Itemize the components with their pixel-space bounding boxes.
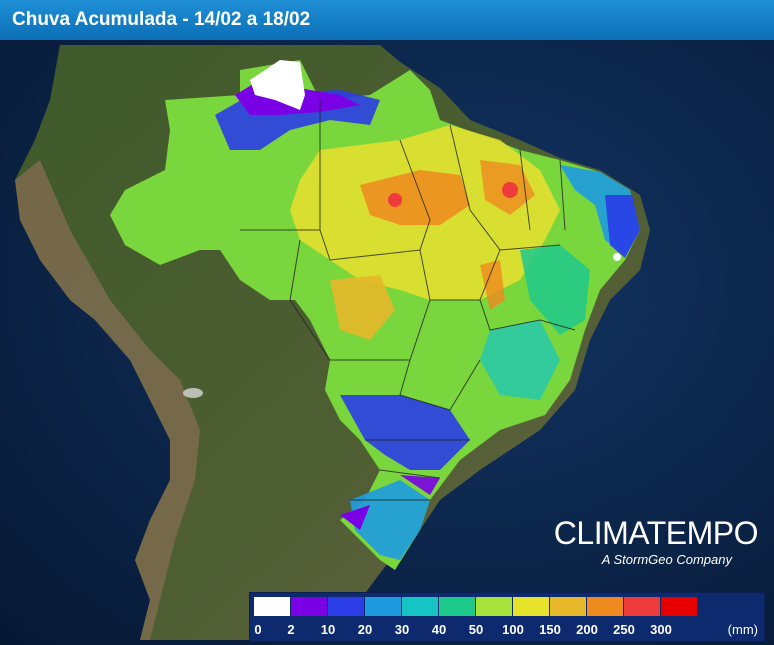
- legend-swatch: [402, 597, 438, 616]
- rain-cyan-east: [520, 245, 590, 335]
- rain-orange-area-3: [480, 260, 505, 310]
- legend-swatch: [254, 597, 290, 616]
- legend-label: 250: [613, 622, 635, 637]
- page-title: Chuva Acumulada - 14/02 a 18/02: [12, 9, 311, 30]
- salt-flat: [183, 388, 203, 398]
- legend-swatch: [291, 597, 327, 616]
- title-bar: Chuva Acumulada - 14/02 a 18/02: [0, 0, 774, 40]
- legend-swatches: [254, 597, 697, 616]
- legend-label: 40: [431, 622, 447, 637]
- rain-orange-area-4: [330, 275, 395, 340]
- legend-swatch: [587, 597, 623, 616]
- legend-swatch: [365, 597, 401, 616]
- rain-orange-area: [360, 170, 470, 225]
- rain-purple-south-2: [400, 475, 440, 495]
- brand-name: CLIMATEMPO: [553, 515, 759, 551]
- legend-swatch: [439, 597, 475, 616]
- brand-logo: CLIMATEMPO A StormGeo Company: [553, 515, 759, 567]
- rain-legend: 0 2 10 20 30 40 50 100 150 200 250 300 (mm): [249, 592, 765, 642]
- rain-purple-south: [340, 505, 370, 530]
- legend-label: 100: [502, 622, 524, 637]
- legend-unit: (mm): [727, 622, 758, 637]
- rain-red-spot-2: [388, 193, 402, 207]
- legend-swatch: [550, 597, 586, 616]
- legend-label: 10: [320, 622, 336, 637]
- legend-swatch: [476, 597, 512, 616]
- legend-swatch: [624, 597, 660, 616]
- legend-label: 200: [576, 622, 598, 637]
- rain-blue-south: [340, 395, 470, 470]
- legend-label: 2: [287, 622, 295, 637]
- andes-range: [15, 160, 200, 640]
- rain-blue-northeast: [605, 195, 640, 258]
- state-borders: [240, 100, 576, 501]
- rain-white-northeast: [613, 253, 621, 261]
- legend-swatch: [661, 597, 697, 616]
- legend-label: 0: [254, 622, 262, 637]
- legend-label: 50: [468, 622, 484, 637]
- legend-label: 300: [650, 622, 672, 637]
- rain-intensity-areas: [215, 60, 640, 560]
- rain-white-north: [250, 60, 305, 110]
- legend-labels: 0 2 10 20 30 40 50 100 150 200 250 300: [250, 622, 764, 640]
- legend-swatch: [328, 597, 364, 616]
- rain-red-spot: [502, 182, 518, 198]
- legend-label: 30: [394, 622, 410, 637]
- rain-map: [0, 40, 774, 645]
- legend-swatch: [513, 597, 549, 616]
- rain-cyan-center: [480, 320, 560, 400]
- legend-label: 150: [539, 622, 561, 637]
- legend-label: 20: [357, 622, 373, 637]
- brand-tagline: A StormGeo Company: [601, 552, 732, 567]
